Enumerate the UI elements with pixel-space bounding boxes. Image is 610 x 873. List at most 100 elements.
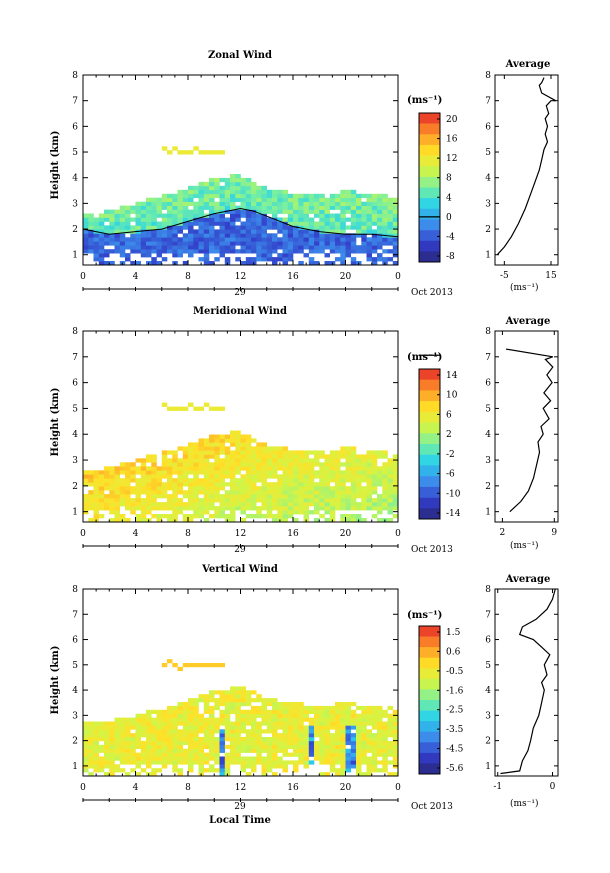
- heatmap-cell: [146, 217, 152, 222]
- heatmap-cell: [224, 217, 231, 222]
- heatmap-cell: [230, 249, 236, 254]
- heatmap-cell: [119, 721, 126, 726]
- heatmap-cell: [314, 209, 320, 214]
- heatmap-cell: [198, 450, 204, 455]
- heatmap-cell: [182, 756, 189, 761]
- heatmap-cell: [135, 764, 141, 769]
- heatmap-cell: [350, 756, 357, 761]
- heatmap-cell: [392, 717, 399, 722]
- heatmap-cell: [98, 261, 105, 266]
- heatmap-cell: [387, 705, 393, 711]
- heatmap-cell: [298, 454, 304, 459]
- heatmap-cell: [245, 185, 252, 191]
- heatmap-cell: [366, 772, 372, 777]
- heatmap-cell: [172, 209, 178, 214]
- avg-y-tick-label: 5: [485, 661, 491, 671]
- heatmap-cell: [224, 177, 231, 183]
- heatmap-cell: [104, 229, 110, 234]
- heatmap-cell: [272, 498, 278, 503]
- heatmap-cell: [387, 249, 393, 254]
- heatmap-cell: [350, 462, 357, 467]
- heatmap-cell: [256, 756, 262, 761]
- colorbar-band: [419, 411, 440, 423]
- heatmap-cell: [125, 729, 131, 734]
- heatmap-cell: [214, 193, 220, 199]
- heatmap-cell: [83, 241, 89, 246]
- heatmap-cell: [314, 494, 320, 499]
- colorbar-tick-label: 0: [446, 213, 452, 223]
- heatmap-cell: [193, 189, 199, 195]
- heatmap-cell: [114, 474, 120, 479]
- heatmap-cell: [308, 478, 315, 483]
- heatmap-cell: [135, 737, 141, 742]
- heatmap-cell: [224, 237, 231, 242]
- heatmap-cell: [209, 217, 215, 222]
- heatmap-cell: [93, 233, 99, 238]
- heatmap-cell: [224, 717, 231, 722]
- heatmap-cell: [140, 205, 147, 210]
- heatmap-cell: [256, 729, 262, 734]
- heatmap-cell: [345, 225, 351, 230]
- heatmap-cell: [266, 709, 273, 714]
- heatmap-cell: [119, 498, 126, 503]
- heatmap-cell: [266, 737, 273, 742]
- heatmap-cell: [151, 772, 157, 777]
- heatmap-cell: [209, 177, 215, 183]
- heatmap-cell: [392, 744, 399, 749]
- heatmap-cell: [140, 217, 147, 222]
- heatmap-cell: [387, 229, 393, 234]
- heatmap-cell: [361, 221, 367, 226]
- heatmap-cell: [298, 233, 304, 238]
- heatmap-cell: [335, 478, 341, 483]
- heatmap-cell: [209, 733, 215, 738]
- heatmap-cell: [266, 702, 273, 707]
- heatmap-cell: [230, 213, 236, 218]
- heatmap-cell: [240, 506, 246, 511]
- heatmap-cell: [203, 257, 210, 262]
- heatmap-cell: [203, 402, 210, 407]
- heatmap-cell: [350, 518, 357, 523]
- y-tick-label: 5: [72, 148, 78, 158]
- heatmap-cell: [261, 764, 267, 769]
- heatmap-cell: [161, 752, 168, 757]
- heatmap-cell: [272, 233, 278, 238]
- heatmap-cell: [240, 261, 246, 266]
- colorbar-tick-label: 14: [446, 371, 458, 381]
- heatmap-cell: [392, 498, 399, 503]
- heatmap-cell: [324, 725, 330, 730]
- heatmap-cell: [161, 494, 168, 499]
- heatmap-cell: [256, 221, 262, 226]
- heatmap-cell: [308, 744, 315, 749]
- heatmap-cell: [209, 249, 215, 254]
- heatmap-cell: [350, 702, 357, 707]
- heatmap-cell: [161, 729, 168, 734]
- heatmap-cell: [182, 150, 189, 155]
- heatmap-cell: [272, 764, 278, 769]
- heatmap-cell: [350, 494, 357, 499]
- heatmap-cell: [272, 237, 278, 242]
- heatmap-cell: [261, 221, 267, 226]
- colorbar-band: [419, 678, 440, 690]
- heatmap-cell: [209, 713, 215, 718]
- heatmap-cell: [345, 740, 351, 746]
- heatmap-cell: [303, 229, 309, 234]
- heatmap-cell: [324, 737, 330, 742]
- heatmap-cell: [356, 748, 362, 753]
- heatmap-cell: [235, 446, 241, 451]
- heatmap-cell: [119, 768, 126, 773]
- heatmap-cell: [287, 740, 294, 746]
- heatmap-cell: [235, 502, 241, 507]
- heatmap-cell: [198, 478, 204, 483]
- heatmap-cell: [224, 189, 231, 195]
- heatmap-cell: [177, 237, 183, 242]
- heatmap-cell: [182, 233, 189, 238]
- heatmap-cell: [256, 197, 262, 202]
- heatmap-cell: [209, 229, 215, 234]
- heatmap-cell: [151, 241, 157, 246]
- heatmap-cell: [151, 478, 157, 483]
- heatmap-cell: [308, 209, 315, 214]
- heatmap-cell: [203, 663, 210, 668]
- heatmap-cell: [282, 768, 288, 773]
- heatmap-cell: [119, 729, 126, 734]
